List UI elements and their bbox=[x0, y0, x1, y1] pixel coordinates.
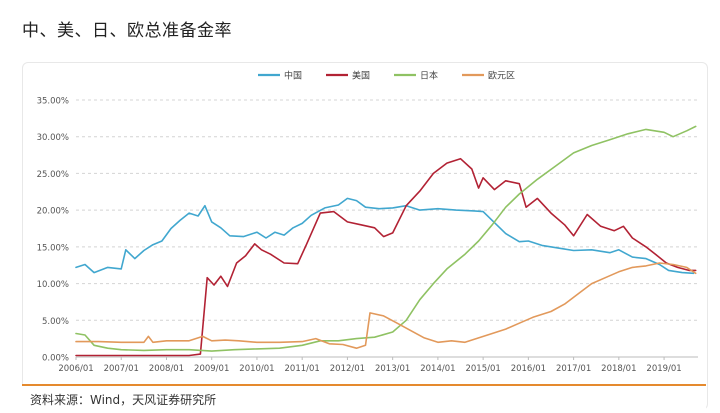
y-tick-label: 5.00% bbox=[42, 317, 69, 327]
x-tick-label: 2008/01 bbox=[149, 364, 184, 374]
x-axis-ticks: 2006/01 2007/01 2008/01 2009/01 2010/01 2011/… bbox=[58, 357, 682, 374]
x-tick-label: 2016/01 bbox=[511, 364, 546, 374]
y-tick-label: 20.00% bbox=[37, 207, 69, 217]
source-bar: 资料来源：Wind，天风证券研究所 bbox=[22, 384, 706, 413]
legend-label: 日本 bbox=[420, 70, 438, 82]
x-tick-label: 2007/01 bbox=[104, 364, 139, 374]
y-axis-ticks: 0.00% 5.00% 10.00% 15.00% 20.00% 25.00% 30.00%… bbox=[37, 97, 69, 364]
x-tick-label: 2009/01 bbox=[194, 364, 229, 374]
x-tick-label: 2015/01 bbox=[465, 364, 500, 374]
y-tick-label: 10.00% bbox=[37, 280, 69, 290]
page-title: 中、美、日、欧总准备金率 bbox=[22, 21, 232, 41]
series-line-3 bbox=[75, 125, 697, 352]
y-tick-label: 15.00% bbox=[37, 243, 69, 253]
legend: 中国 美国 日本 欧元区 bbox=[258, 70, 515, 82]
series-line-4 bbox=[75, 262, 697, 349]
x-tick-label: 2013/01 bbox=[375, 364, 410, 374]
series-lines bbox=[75, 125, 697, 357]
series-line-2 bbox=[75, 157, 697, 357]
y-tick-label: 30.00% bbox=[37, 133, 69, 143]
x-tick-label: 2010/01 bbox=[239, 364, 274, 374]
x-tick-label: 2006/01 bbox=[58, 364, 93, 374]
legend-label: 美国 bbox=[352, 70, 370, 82]
x-tick-label: 2014/01 bbox=[420, 364, 455, 374]
x-tick-label: 2012/01 bbox=[330, 364, 365, 374]
legend-label: 欧元区 bbox=[488, 70, 515, 82]
y-tick-label: 35.00% bbox=[37, 97, 69, 107]
series-line-1 bbox=[75, 197, 695, 275]
x-tick-label: 2018/01 bbox=[601, 364, 636, 374]
x-tick-label: 2011/01 bbox=[285, 364, 320, 374]
source-text: 资料来源：Wind，天风证券研究所 bbox=[30, 393, 217, 407]
x-tick-label: 2017/01 bbox=[556, 364, 591, 374]
y-tick-label: 25.00% bbox=[37, 170, 69, 180]
grid-lines bbox=[76, 99, 698, 358]
chart-card bbox=[22, 62, 708, 410]
legend-label: 中国 bbox=[284, 70, 302, 82]
y-tick-label: 0.00% bbox=[42, 354, 69, 364]
x-tick-label: 2019/01 bbox=[646, 364, 681, 374]
